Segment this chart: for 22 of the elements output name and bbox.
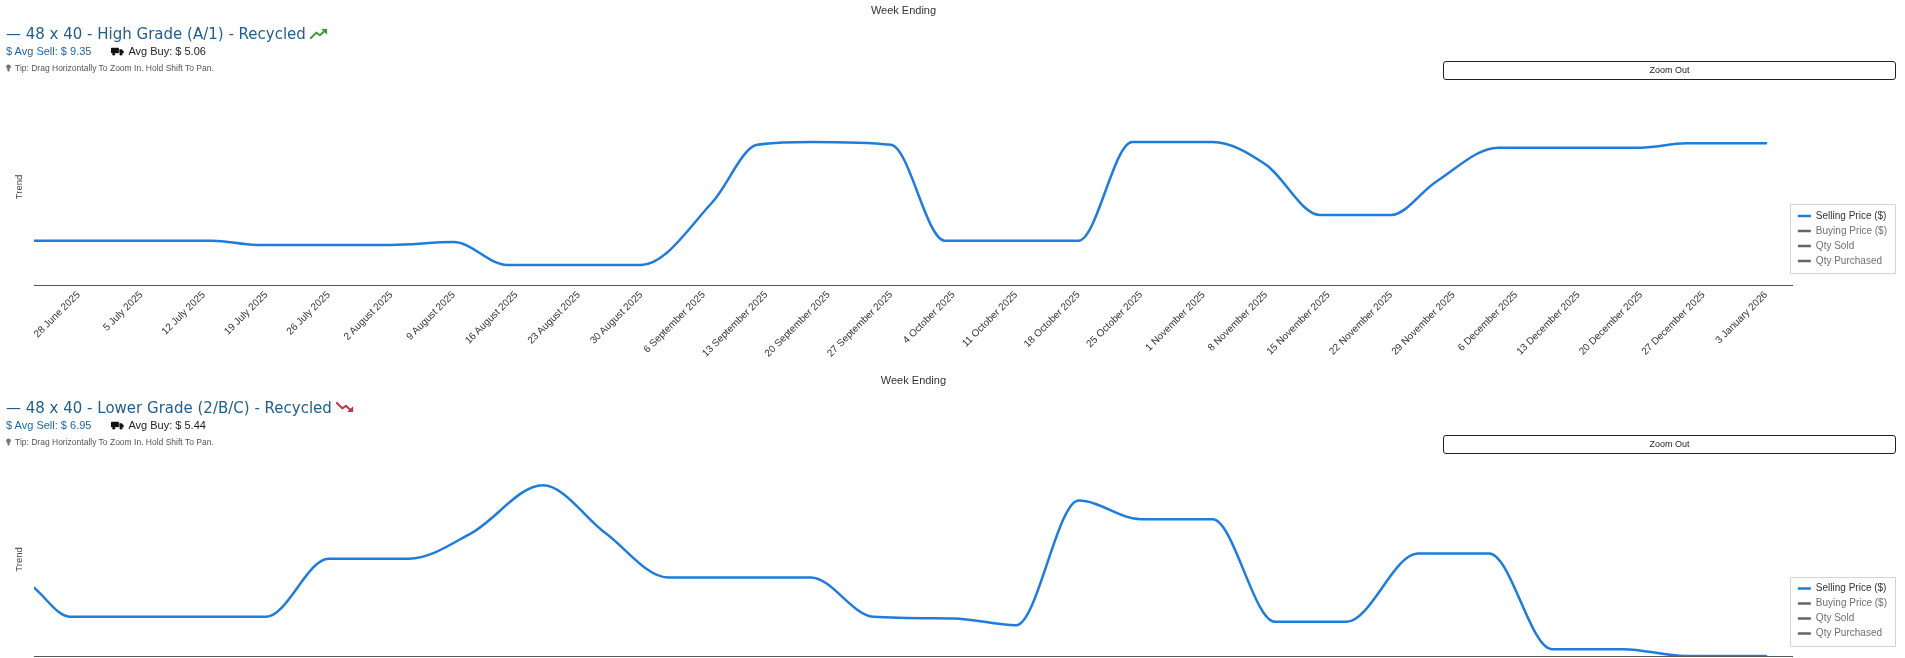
legend-label: Buying Price ($) bbox=[1815, 597, 1887, 609]
text: Tip: Drag Horizontally To Zoom In. Hold Shift To Pan. bbox=[15, 63, 214, 73]
x-axis-title: Week Ending bbox=[880, 374, 947, 387]
chart-title: — 48 x 40 - Lower Grade (2/B/C) - Recycled bbox=[6, 399, 332, 417]
legend-label: Buying Price ($) bbox=[1815, 224, 1887, 236]
legend-label: Qty Purchased bbox=[1815, 254, 1883, 266]
text: Avg Buy: $ 5.06 bbox=[128, 45, 206, 57]
legend-label: Selling Price ($) bbox=[1815, 209, 1887, 221]
y-axis-title: Trend bbox=[13, 547, 25, 572]
legend-label: Qty Sold bbox=[1815, 612, 1855, 624]
text: Tip: Drag Horizontally To Zoom In. Hold Shift To Pan. bbox=[15, 437, 214, 447]
legend-label: Selling Price ($) bbox=[1815, 582, 1887, 594]
text: Week Ending bbox=[869, 3, 938, 17]
zoom-out-button[interactable]: Zoom Out bbox=[1443, 435, 1896, 454]
chart-subtitle: $ Avg Sell: $ 9.35 bbox=[6, 45, 92, 57]
zoom-out-button[interactable]: Zoom Out bbox=[1443, 61, 1896, 80]
chart-title: — 48 x 40 - High Grade (A/1) - Recycled bbox=[6, 25, 306, 43]
text: Avg Buy: $ 5.44 bbox=[128, 419, 206, 431]
chart-subtitle: $ Avg Sell: $ 6.95 bbox=[6, 419, 92, 431]
legend-label: Qty Sold bbox=[1815, 239, 1855, 251]
y-axis-title: Trend bbox=[13, 174, 25, 200]
legend-label: Qty Purchased bbox=[1815, 627, 1883, 639]
